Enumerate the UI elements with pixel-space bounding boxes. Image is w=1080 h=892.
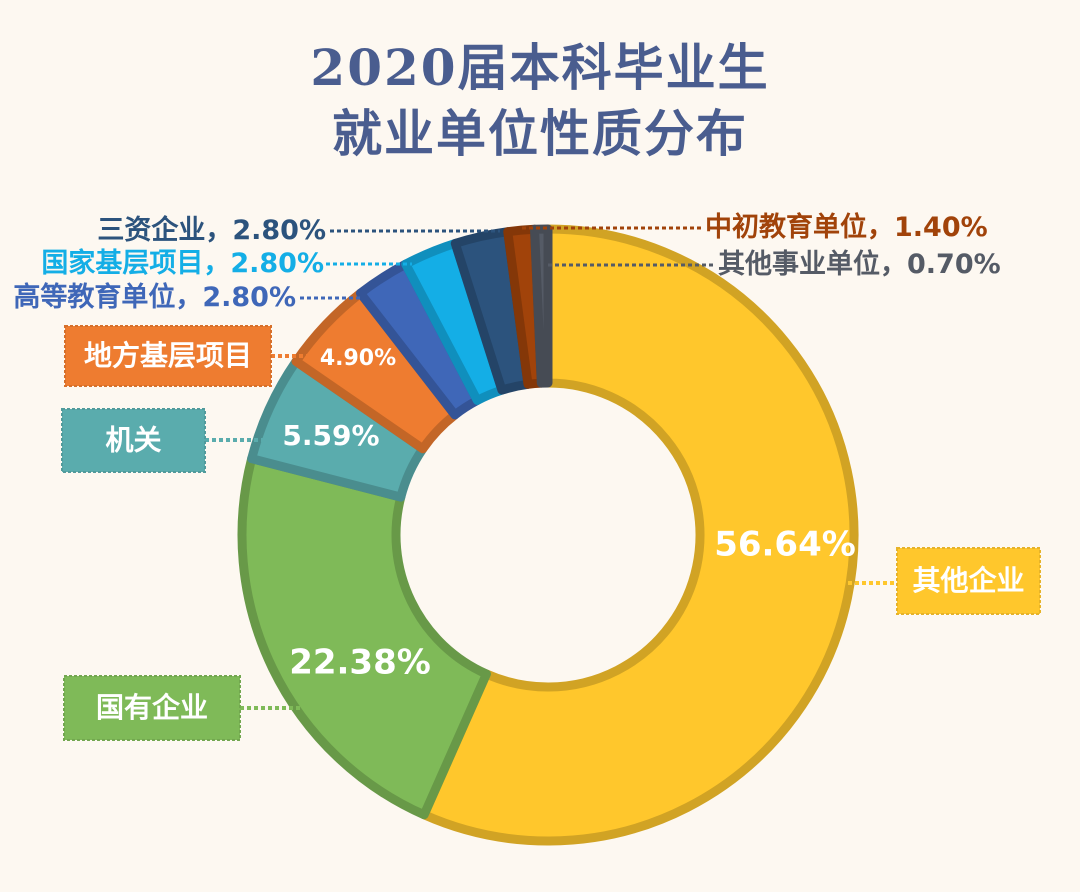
outside-label-name-5: 国家基层项目 bbox=[41, 247, 203, 279]
slice-value-label-1: 22.38% bbox=[289, 643, 431, 683]
outside-label-value-6: 2.80% bbox=[232, 215, 326, 246]
category-label-3: 地方基层项目 bbox=[84, 339, 252, 372]
outside-label-5: 国家基层项目，2.80% bbox=[41, 247, 324, 279]
category-box-0 bbox=[896, 547, 1041, 615]
category-label-0: 其他企业 bbox=[912, 564, 1024, 597]
donut-slice-8 bbox=[530, 224, 553, 388]
category-label-2: 机关 bbox=[105, 424, 161, 457]
outside-label-name-6: 三资企业 bbox=[97, 214, 205, 246]
outside-label-4: 高等教育单位，2.80% bbox=[13, 281, 296, 313]
donut-slice-1 bbox=[237, 454, 491, 820]
slice-value-label-2: 5.59% bbox=[282, 419, 379, 452]
category-box-1 bbox=[63, 675, 241, 741]
outside-label-value-7: 1.40% bbox=[894, 212, 988, 243]
slice-value-label-0: 56.64% bbox=[714, 525, 856, 565]
outside-label-name-7: 中初教育单位 bbox=[705, 211, 867, 243]
category-label-1: 国有企业 bbox=[96, 691, 208, 724]
outside-label-7: 中初教育单位，1.40% bbox=[705, 211, 988, 243]
outside-label-value-4: 2.80% bbox=[202, 282, 296, 313]
category-box-2 bbox=[61, 408, 206, 473]
slice-value-label-3: 4.90% bbox=[320, 346, 396, 371]
outside-label-value-8: 0.70% bbox=[907, 249, 1001, 280]
chart-title-line1: 2020届本科毕业生 bbox=[310, 38, 770, 97]
category-box-3 bbox=[64, 325, 272, 387]
donut-slice-0 bbox=[419, 224, 859, 846]
outside-label-name-8: 其他事业单位 bbox=[718, 248, 880, 280]
outside-label-name-4: 高等教育单位 bbox=[13, 281, 175, 313]
outside-label-8: 其他事业单位，0.70% bbox=[718, 248, 1001, 280]
chart-title-line2: 就业单位性质分布 bbox=[332, 104, 748, 163]
outside-label-6: 三资企业，2.80% bbox=[97, 214, 326, 246]
outside-label-value-5: 2.80% bbox=[230, 248, 324, 279]
